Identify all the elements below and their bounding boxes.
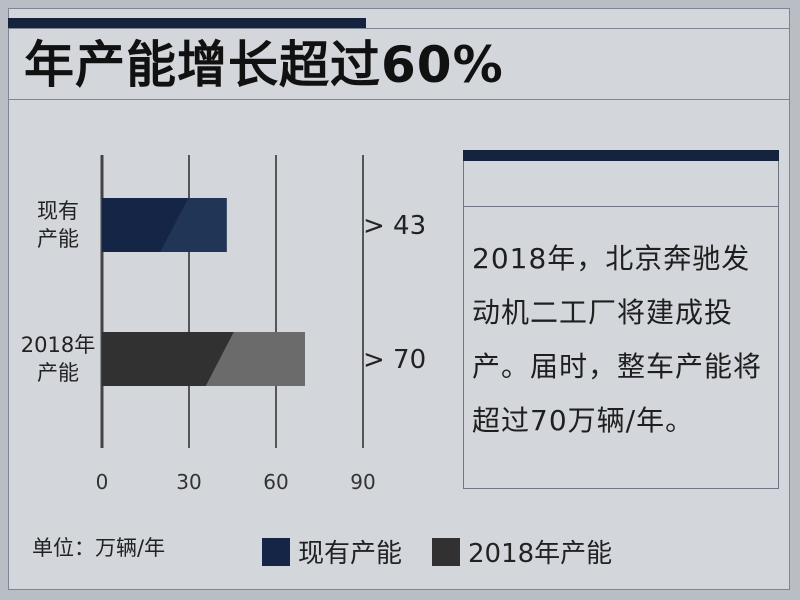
- bar-1: [102, 332, 305, 386]
- value-label: > 43: [363, 211, 426, 241]
- legend-item-current: 现有产能: [262, 533, 402, 570]
- info-box: [463, 161, 779, 489]
- legend-label-current: 现有产能: [298, 539, 403, 569]
- bar-highlight: [160, 198, 227, 252]
- x-tick-label: 30: [176, 470, 201, 494]
- legend-swatch-current: [262, 537, 290, 566]
- category-label: 产能: [37, 361, 79, 385]
- bar-0: [102, 198, 227, 252]
- x-tick-label: 60: [263, 470, 288, 494]
- info-header-bar: [463, 150, 779, 161]
- legend-swatch-2018: [432, 537, 460, 566]
- title-accent-bar: [8, 18, 366, 28]
- unit-label: 单位：万辆/年: [32, 536, 166, 560]
- value-label: > 70: [363, 345, 426, 375]
- category-label: 现有: [37, 199, 79, 223]
- info-text: 2018年，北京奔驰发动机二工厂将建成投产。届时，整车产能将超过70万辆/年。: [472, 242, 763, 437]
- category-label: 产能: [37, 227, 79, 251]
- info-divider: [463, 206, 779, 207]
- category-label: 2018年: [21, 333, 95, 357]
- chart-frame: [8, 8, 790, 590]
- x-tick-label: 0: [96, 470, 109, 494]
- page-title: 年产能增长超过60%: [24, 36, 504, 94]
- title-box: [8, 28, 790, 100]
- legend-item-2018: 2018年产能: [432, 533, 612, 570]
- bar-highlight: [205, 332, 305, 386]
- legend-label-2018: 2018年产能: [468, 539, 613, 569]
- x-tick-label: 90: [350, 470, 375, 494]
